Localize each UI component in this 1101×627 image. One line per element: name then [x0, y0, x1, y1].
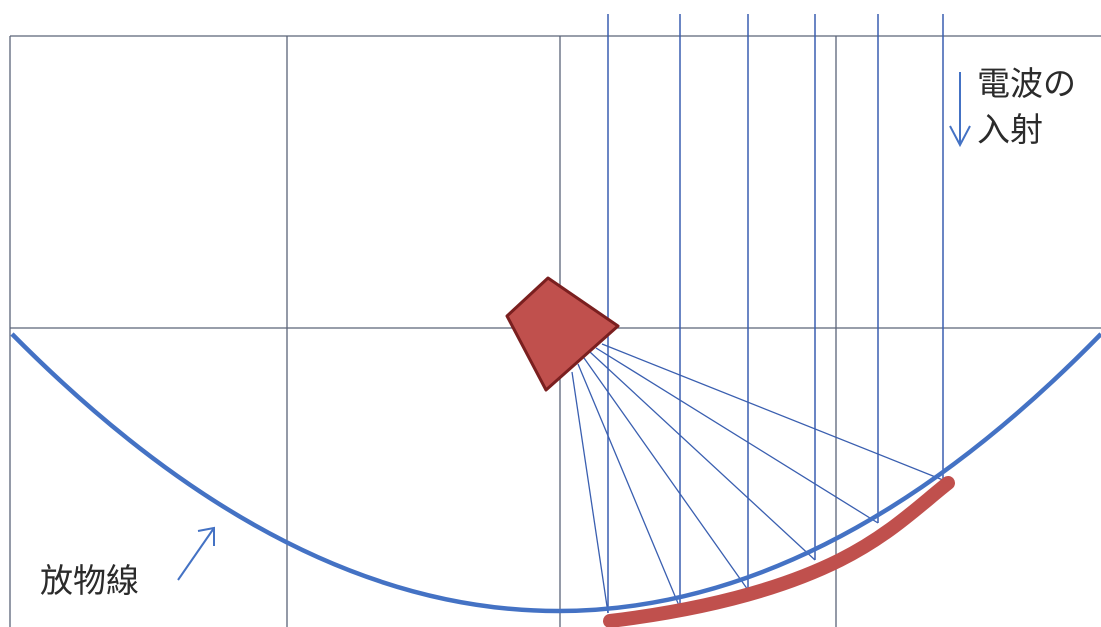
parabola-curve: [10, 332, 1101, 614]
feed-horn: [505, 276, 620, 392]
reflected-ray: [571, 371, 609, 614]
incident-wave-label-line2: 入射: [977, 110, 1043, 149]
reflected-ray: [583, 357, 749, 591]
reflected-ray: [601, 343, 944, 481]
parabola-label: 放物線: [40, 561, 139, 600]
reflected-ray: [589, 351, 816, 561]
parabola-pointer-arrow-icon: [177, 526, 215, 581]
incident-rays: [607, 14, 944, 613]
reflected-ray: [577, 363, 681, 609]
reflected-ray: [595, 347, 879, 524]
incident-wave-label-line1: 電波の: [977, 64, 1076, 103]
incident-arrow-icon: [949, 72, 971, 148]
reflected-rays: [571, 343, 944, 614]
reflector-highlight: [603, 476, 955, 627]
